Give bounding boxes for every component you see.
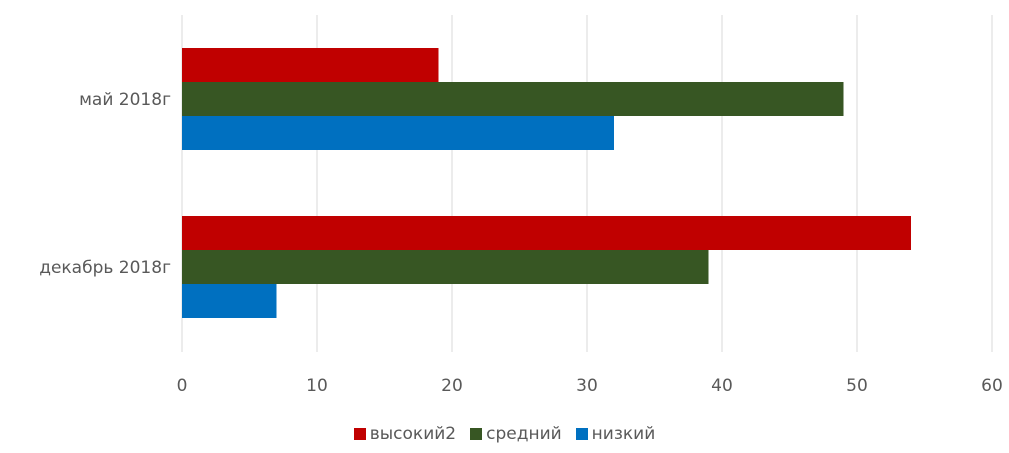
- x-tick-label: 60: [981, 376, 1003, 396]
- legend-label: высокий2: [369, 424, 457, 444]
- legend-swatch: [470, 428, 483, 440]
- x-tick-label: 0: [177, 376, 188, 396]
- bar-средний-май 2018г: [182, 82, 844, 116]
- category-label: май 2018г: [79, 90, 171, 110]
- legend-item: низкий: [575, 424, 656, 444]
- legend-label: средний: [486, 424, 562, 444]
- x-tick-label: 50: [846, 376, 868, 396]
- bar-низкий-декабрь 2018г: [182, 284, 277, 318]
- legend-item: высокий2: [353, 424, 457, 444]
- bar-высокий2-декабрь 2018г: [182, 216, 911, 250]
- legend-label: низкий: [591, 424, 656, 444]
- legend-item: средний: [470, 424, 562, 444]
- bar-низкий-май 2018г: [182, 116, 614, 150]
- x-tick-label: 10: [306, 376, 328, 396]
- category-label: декабрь 2018г: [39, 258, 171, 278]
- x-tick-label: 40: [711, 376, 733, 396]
- legend-swatch: [353, 428, 366, 440]
- bar-средний-декабрь 2018г: [182, 250, 709, 284]
- x-tick-label: 20: [441, 376, 463, 396]
- legend-swatch: [575, 428, 588, 440]
- legend: высокий2 средний низкий: [0, 424, 1009, 444]
- bar-высокий2-май 2018г: [182, 48, 439, 82]
- x-tick-label: 30: [576, 376, 598, 396]
